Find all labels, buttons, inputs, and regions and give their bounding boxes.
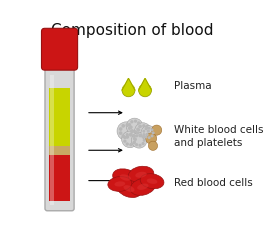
Bar	[48, 61, 71, 69]
Circle shape	[122, 131, 138, 148]
FancyBboxPatch shape	[49, 88, 70, 146]
Circle shape	[129, 143, 132, 146]
Circle shape	[122, 84, 135, 97]
Bar	[50, 75, 54, 205]
Ellipse shape	[147, 179, 157, 184]
Circle shape	[134, 120, 137, 123]
Circle shape	[151, 125, 162, 135]
Ellipse shape	[108, 177, 132, 191]
Circle shape	[122, 134, 125, 138]
Ellipse shape	[120, 174, 131, 181]
Circle shape	[128, 123, 131, 126]
Text: Red blood cells: Red blood cells	[174, 178, 253, 188]
Text: White blood cells
and platelets: White blood cells and platelets	[174, 125, 264, 148]
FancyBboxPatch shape	[49, 146, 70, 155]
Circle shape	[144, 136, 148, 138]
Circle shape	[148, 141, 158, 150]
Circle shape	[151, 134, 153, 138]
Circle shape	[129, 133, 133, 137]
Ellipse shape	[140, 174, 164, 189]
Circle shape	[135, 123, 151, 139]
Ellipse shape	[123, 185, 135, 192]
Circle shape	[144, 127, 148, 130]
Ellipse shape	[116, 180, 141, 198]
Ellipse shape	[130, 178, 155, 195]
Text: Composition of blood: Composition of blood	[51, 23, 213, 38]
Circle shape	[152, 132, 155, 134]
Circle shape	[148, 127, 151, 130]
Circle shape	[148, 136, 151, 139]
Circle shape	[136, 127, 139, 131]
Circle shape	[130, 120, 134, 123]
Circle shape	[119, 127, 122, 131]
Circle shape	[132, 141, 136, 144]
FancyBboxPatch shape	[41, 28, 78, 70]
Circle shape	[139, 134, 142, 137]
Circle shape	[141, 135, 145, 138]
Circle shape	[119, 131, 122, 135]
Circle shape	[142, 135, 145, 138]
Circle shape	[151, 128, 153, 131]
Circle shape	[129, 132, 132, 136]
Circle shape	[139, 134, 142, 137]
Circle shape	[142, 124, 145, 127]
Circle shape	[134, 138, 137, 141]
Circle shape	[135, 134, 138, 138]
Circle shape	[130, 129, 134, 133]
Circle shape	[130, 129, 134, 133]
Circle shape	[125, 135, 129, 139]
Circle shape	[147, 129, 150, 133]
Ellipse shape	[128, 166, 154, 183]
Circle shape	[139, 125, 142, 128]
Circle shape	[139, 84, 151, 97]
FancyBboxPatch shape	[49, 155, 70, 201]
Circle shape	[126, 133, 129, 136]
Circle shape	[137, 128, 140, 132]
Polygon shape	[122, 78, 135, 90]
Circle shape	[132, 134, 136, 138]
Circle shape	[123, 136, 127, 139]
Circle shape	[126, 118, 143, 135]
FancyBboxPatch shape	[45, 58, 74, 211]
Circle shape	[136, 131, 139, 135]
Circle shape	[143, 139, 146, 142]
Circle shape	[128, 127, 131, 130]
Ellipse shape	[135, 172, 147, 178]
Circle shape	[131, 132, 147, 148]
Ellipse shape	[115, 181, 125, 186]
Circle shape	[122, 124, 125, 128]
Circle shape	[141, 126, 156, 140]
Circle shape	[133, 137, 136, 140]
Ellipse shape	[113, 169, 138, 186]
Circle shape	[143, 133, 145, 136]
Circle shape	[137, 121, 140, 125]
Circle shape	[146, 133, 157, 144]
Circle shape	[141, 142, 145, 145]
Circle shape	[135, 143, 138, 146]
Circle shape	[117, 122, 136, 140]
Text: Plasma: Plasma	[174, 81, 212, 91]
Circle shape	[138, 125, 142, 128]
Circle shape	[139, 144, 142, 147]
Circle shape	[126, 142, 129, 146]
Circle shape	[123, 139, 127, 143]
Circle shape	[125, 123, 129, 127]
Circle shape	[143, 130, 145, 133]
Circle shape	[145, 126, 149, 129]
Circle shape	[145, 133, 149, 136]
Circle shape	[133, 140, 136, 144]
Ellipse shape	[137, 184, 148, 190]
Circle shape	[129, 125, 133, 129]
Polygon shape	[139, 78, 151, 90]
Circle shape	[134, 130, 137, 133]
